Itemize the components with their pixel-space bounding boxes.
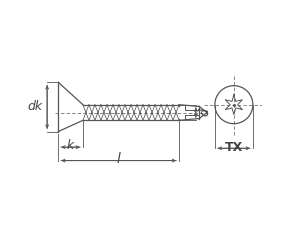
Text: l: l	[117, 152, 121, 166]
Text: k: k	[67, 139, 74, 152]
Text: TX: TX	[225, 141, 243, 154]
Text: d: d	[199, 109, 212, 117]
Text: dk: dk	[27, 100, 42, 113]
